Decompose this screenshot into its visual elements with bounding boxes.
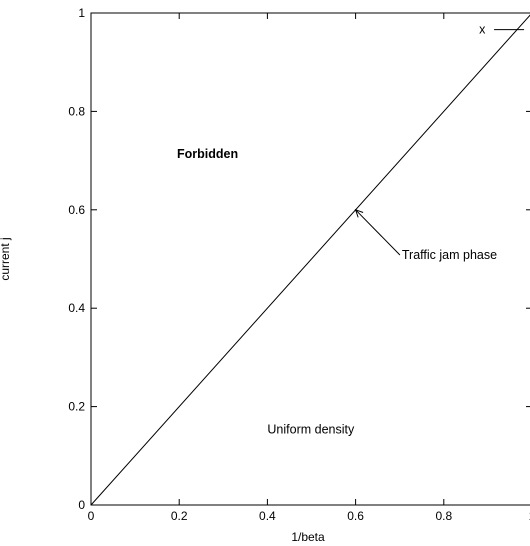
y-tick-label: 0.8 <box>68 104 85 118</box>
ticks-layer: 00.20.40.60.8100.20.40.60.81 <box>68 6 530 523</box>
x-tick-label: 0 <box>88 509 95 523</box>
y-tick-label: 0 <box>78 498 85 512</box>
marker-label: x <box>479 23 486 37</box>
x-tick-label: 0.4 <box>259 509 276 523</box>
x-tick-label: 0.6 <box>347 509 364 523</box>
y-tick-label: 0.4 <box>68 301 85 315</box>
y-tick-label: 1 <box>78 6 85 20</box>
y-tick-label: 0.6 <box>68 203 85 217</box>
x-tick-label: 0.8 <box>435 509 452 523</box>
x-tick-label: 0.2 <box>171 509 188 523</box>
traffic-jam-arrow <box>356 210 400 255</box>
y-axis-label: current j <box>0 237 12 280</box>
uniform-density-label: Uniform density <box>267 423 355 437</box>
forbidden-region-label: Forbidden <box>177 147 238 161</box>
traffic-jam-phase-label: Traffic jam phase <box>402 248 497 262</box>
y-tick-label: 0.2 <box>68 400 85 414</box>
x-axis-label: 1/beta <box>291 530 325 544</box>
